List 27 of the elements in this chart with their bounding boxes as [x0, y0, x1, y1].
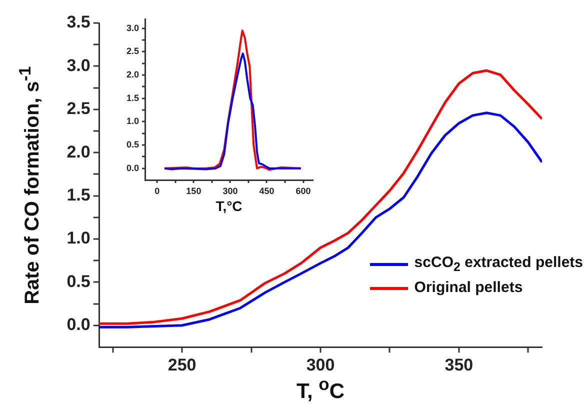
x-tick-label: 350: [444, 356, 474, 375]
x-tick-label: 300: [306, 356, 335, 375]
x-tick-label: 0: [154, 186, 160, 196]
x-axis-title: T,°C: [214, 198, 244, 214]
y-tick-label: 2.5: [126, 46, 139, 56]
y-tick-label: 1.5: [126, 92, 139, 103]
x-tick-label: 450: [259, 186, 274, 196]
y-tick-label: 2.0: [126, 69, 139, 80]
y-tick-label: 2.0: [66, 142, 90, 162]
y-tick-label: 2.5: [66, 99, 90, 118]
y-tick-label: 0.0: [126, 162, 139, 173]
x-axis-title: T, $^{o}$C: [295, 374, 346, 404]
legend-label: scCO$_{2}$ extracted pellets: [414, 253, 583, 276]
y-tick-label: 0.5: [126, 139, 139, 150]
y-tick-label: 3.0: [66, 56, 90, 75]
y-tick-label: 1.0: [126, 116, 139, 126]
y-tick-label: 1.5: [66, 185, 90, 204]
x-tick-label: 250: [168, 356, 196, 375]
x-tick-label: 300: [222, 186, 238, 196]
y-tick-label: 0.0: [66, 315, 90, 334]
y-tick-label: 0.5: [66, 272, 90, 291]
legend-label: Original pellets: [414, 278, 523, 298]
y-tick-label: 1.0: [66, 228, 90, 248]
y-tick-label: 3.5: [66, 12, 90, 32]
y-tick-label: 3.0: [126, 22, 139, 33]
x-tick-label: 600: [296, 186, 311, 196]
x-tick-label: 150: [186, 186, 202, 196]
